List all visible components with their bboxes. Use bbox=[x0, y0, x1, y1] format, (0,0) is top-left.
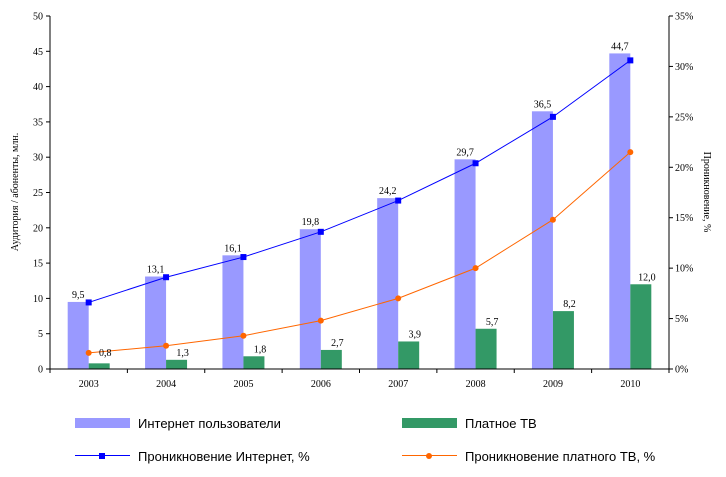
x-tick-label-2007: 2007 bbox=[388, 379, 408, 390]
marker-pay-tv-penetration-2010 bbox=[627, 149, 634, 156]
marker-pay-tv-penetration-2004 bbox=[163, 342, 170, 349]
legend-swatch-pay-tv bbox=[402, 418, 457, 428]
axes-layer: 0 5 10 15 20 25 30 35 40 45 50 0% 5% 10% 15% 20% 25% 30% 3… bbox=[33, 12, 693, 391]
legend-swatch-internet-penetration bbox=[75, 451, 130, 461]
bar-pay-tv-2006 bbox=[320, 349, 342, 369]
marker-internet-penetration-2008 bbox=[472, 160, 479, 167]
marker-pay-tv-penetration-2008 bbox=[472, 265, 479, 272]
y-tick-label-left-20: 20 bbox=[33, 223, 43, 234]
data-label-pay-tv-2009: 8,2 bbox=[563, 299, 576, 310]
y-tick-label-left-40: 40 bbox=[33, 82, 43, 93]
bar-pay-tv-2004 bbox=[166, 359, 188, 369]
y-tick-label-left-10: 10 bbox=[33, 294, 43, 305]
bar-internet-users-2003 bbox=[67, 301, 89, 369]
bar-internet-users-2007 bbox=[377, 198, 399, 369]
data-label-internet-users-2010: 44,7 bbox=[611, 41, 629, 52]
marker-internet-penetration-2004 bbox=[163, 274, 170, 281]
data-label-internet-users-2006: 19,8 bbox=[302, 217, 320, 228]
marker-internet-penetration-2007 bbox=[395, 197, 402, 204]
marker-internet-penetration-2006 bbox=[317, 228, 324, 235]
marker-pay-tv-penetration-2005 bbox=[240, 332, 247, 339]
bar-internet-users-2005 bbox=[222, 255, 244, 369]
bar-internet-users-2009 bbox=[531, 111, 553, 369]
legend-swatch-pay-tv-penetration bbox=[402, 451, 457, 461]
y-tick-label-right-5%: 5% bbox=[675, 314, 688, 325]
bar-pay-tv-2003 bbox=[88, 363, 110, 369]
legend: Интернет пользователи Платное ТВ Проникн… bbox=[0, 405, 726, 477]
y-tick-label-left-0: 0 bbox=[38, 365, 43, 376]
legend-item-pay-tv-penetration: Проникновение платного ТВ, % bbox=[402, 446, 655, 466]
marker-internet-penetration-2009 bbox=[549, 113, 556, 120]
y-tick-label-left-45: 45 bbox=[33, 47, 43, 58]
marker-pay-tv-penetration-2003 bbox=[85, 349, 92, 356]
labels-layer: 9,5 13,1 16,1 19,8 24,2 29,7 36,5 44,7 0,8 1,3 1,8… bbox=[72, 41, 656, 359]
legend-swatch-internet-users bbox=[75, 418, 130, 428]
bar-internet-users-2010 bbox=[609, 53, 631, 369]
marker-pay-tv-penetration-2009 bbox=[549, 216, 556, 223]
data-label-pay-tv-2005: 1,8 bbox=[254, 344, 267, 355]
y-axis-label-left: Аудитория / абоненты, млн. bbox=[10, 133, 21, 251]
chart: 0 5 10 15 20 25 30 35 40 45 50 0% 5% 10% 15% 20% 25% 30% 3… bbox=[10, 12, 712, 391]
data-label-internet-users-2005: 16,1 bbox=[224, 243, 242, 254]
y-tick-label-right-30%: 30% bbox=[675, 62, 693, 73]
y-tick-label-right-15%: 15% bbox=[675, 213, 693, 224]
x-tick-label-2009: 2009 bbox=[543, 379, 563, 390]
data-label-pay-tv-2007: 3,9 bbox=[408, 329, 421, 340]
line-internet-penetration bbox=[88, 59, 631, 303]
marker-internet-penetration-2010 bbox=[627, 57, 634, 64]
lines-layer bbox=[85, 57, 634, 356]
marker-pay-tv-penetration-2007 bbox=[395, 295, 402, 302]
x-tick-label-2008: 2008 bbox=[466, 379, 486, 390]
y-tick-label-right-20%: 20% bbox=[675, 163, 693, 174]
bar-internet-users-2008 bbox=[454, 159, 476, 369]
legend-label-pay-tv-penetration: Проникновение платного ТВ, % bbox=[465, 448, 656, 464]
data-label-internet-users-2004: 13,1 bbox=[147, 265, 165, 276]
x-tick-label-2004: 2004 bbox=[156, 379, 176, 390]
bar-pay-tv-2007 bbox=[398, 341, 420, 369]
x-tick-label-2006: 2006 bbox=[311, 379, 331, 390]
bar-pay-tv-2005 bbox=[243, 356, 265, 369]
data-label-internet-users-2003: 9,5 bbox=[72, 290, 85, 301]
y-tick-label-right-0%: 0% bbox=[675, 365, 688, 376]
bars-layer bbox=[67, 53, 652, 369]
y-tick-label-left-30: 30 bbox=[33, 153, 43, 164]
y-tick-label-left-5: 5 bbox=[38, 329, 43, 340]
data-label-pay-tv-2004: 1,3 bbox=[176, 348, 189, 359]
data-label-internet-users-2009: 36,5 bbox=[534, 99, 552, 110]
legend-label-internet-penetration: Проникновение Интернет, % bbox=[138, 448, 310, 464]
bar-pay-tv-2010 bbox=[630, 284, 652, 369]
x-tick-label-2003: 2003 bbox=[79, 379, 99, 390]
marker-pay-tv-penetration-2006 bbox=[317, 317, 324, 324]
bar-pay-tv-2008 bbox=[475, 328, 497, 369]
data-label-internet-users-2008: 29,7 bbox=[456, 147, 474, 158]
y-tick-label-right-25%: 25% bbox=[675, 112, 693, 123]
data-label-pay-tv-2003: 0,8 bbox=[99, 348, 112, 359]
y-tick-label-left-50: 50 bbox=[33, 12, 43, 23]
bar-pay-tv-2009 bbox=[552, 311, 574, 369]
y-tick-label-left-15: 15 bbox=[33, 259, 43, 270]
data-label-pay-tv-2006: 2,7 bbox=[331, 338, 344, 349]
data-label-pay-tv-2008: 5,7 bbox=[486, 317, 499, 328]
y-tick-label-left-25: 25 bbox=[33, 188, 43, 199]
y-tick-label-left-35: 35 bbox=[33, 117, 43, 128]
data-label-internet-users-2007: 24,2 bbox=[379, 186, 397, 197]
y-tick-label-right-10%: 10% bbox=[675, 264, 693, 275]
x-tick-label-2010: 2010 bbox=[620, 379, 640, 390]
legend-item-internet-users: Интернет пользователи bbox=[75, 413, 281, 433]
legend-label-internet-users: Интернет пользователи bbox=[138, 415, 281, 431]
bar-internet-users-2004 bbox=[145, 276, 167, 369]
data-label-pay-tv-2010: 12,0 bbox=[638, 272, 656, 283]
x-tick-label-2005: 2005 bbox=[233, 379, 253, 390]
bar-internet-users-2006 bbox=[299, 229, 321, 369]
legend-label-pay-tv: Платное ТВ bbox=[465, 415, 537, 431]
marker-internet-penetration-2005 bbox=[240, 254, 247, 261]
marker-internet-penetration-2003 bbox=[85, 299, 92, 306]
line-pay-tv-penetration bbox=[88, 151, 631, 354]
legend-item-internet-penetration: Проникновение Интернет, % bbox=[75, 446, 310, 466]
y-tick-label-right-35%: 35% bbox=[675, 12, 693, 23]
y-axis-label-right: Проникновение, % bbox=[701, 152, 712, 233]
legend-item-pay-tv: Платное ТВ bbox=[402, 413, 537, 433]
